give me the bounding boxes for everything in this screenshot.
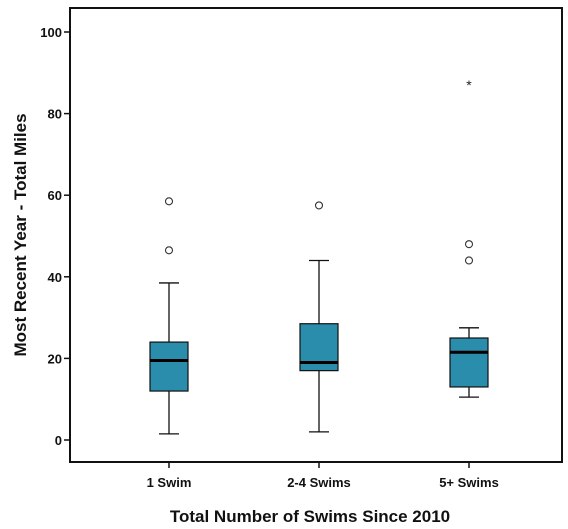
box-group: * [449, 77, 489, 398]
outlier-point [464, 240, 474, 249]
x-tick-label: 5+ Swims [439, 475, 499, 490]
y-tick-label: 40 [48, 270, 62, 285]
extreme-point: * [466, 77, 472, 93]
plot-area [69, 7, 563, 463]
iqr-box [149, 341, 189, 392]
y-tick-label: 0 [55, 433, 62, 448]
y-tick-label: 60 [48, 188, 62, 203]
box-series: * [149, 77, 489, 435]
y-axis: 0 20 40 60 80 100 [40, 25, 70, 448]
x-axis-title: Total Number of Swims Since 2010 [170, 507, 450, 526]
x-axis: 1 Swim 2-4 Swims 5+ Swims [147, 462, 499, 490]
box-group [149, 197, 189, 435]
x-tick-label: 2-4 Swims [287, 475, 351, 490]
outlier-point [314, 201, 324, 210]
box-group [299, 201, 339, 433]
y-tick-label: 20 [48, 351, 62, 366]
y-tick-label: 80 [48, 107, 62, 122]
outlier-point [164, 246, 174, 255]
outlier-point [464, 256, 474, 265]
y-axis-title: Most Recent Year - Total Miles [11, 113, 30, 356]
iqr-box [449, 337, 489, 388]
x-tick-label: 1 Swim [147, 475, 192, 490]
outlier-point [164, 197, 174, 206]
y-tick-label: 100 [40, 25, 62, 40]
